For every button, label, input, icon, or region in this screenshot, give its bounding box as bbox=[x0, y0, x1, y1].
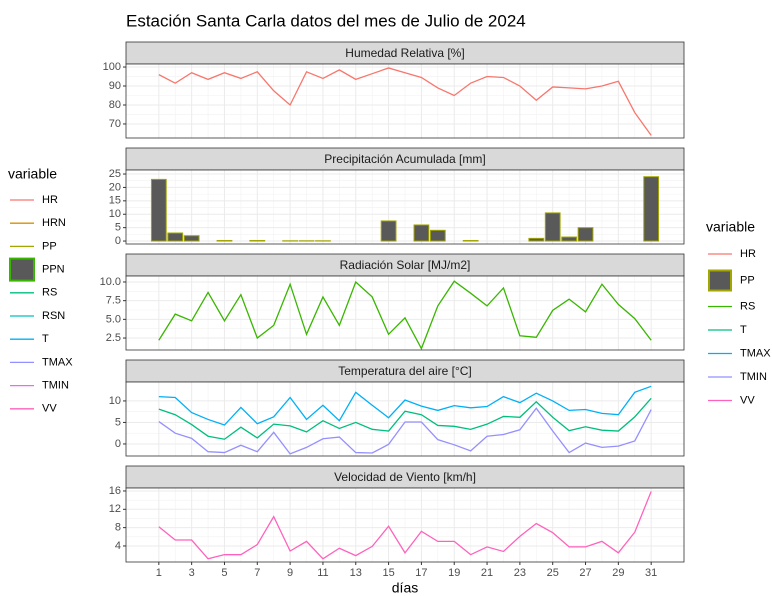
bar bbox=[577, 227, 594, 242]
x-tick-label: 1 bbox=[156, 567, 162, 579]
bar bbox=[150, 178, 167, 242]
panel-border bbox=[125, 169, 685, 245]
line bbox=[158, 67, 652, 136]
legend-label: TMIN bbox=[740, 371, 767, 383]
strip-title: Humedad Relativa [%] bbox=[345, 46, 464, 60]
legend-label: PPN bbox=[42, 264, 65, 276]
legend-label: TMAX bbox=[42, 356, 73, 368]
bar bbox=[429, 229, 446, 242]
bar bbox=[413, 224, 430, 242]
y-tick-label: 5.0 bbox=[106, 313, 121, 325]
legend-label: PP bbox=[42, 240, 57, 252]
panel-border bbox=[125, 275, 685, 351]
legend-label: VV bbox=[740, 394, 755, 406]
strip-title: Velocidad de Viento [km/h] bbox=[334, 470, 476, 484]
y-tick-label: 10 bbox=[109, 395, 121, 407]
bar bbox=[216, 240, 233, 242]
y-tick-label: 0 bbox=[115, 235, 121, 247]
legend-label: TMIN bbox=[42, 380, 69, 392]
legend-label: VV bbox=[42, 403, 57, 415]
legend-label: PP bbox=[740, 274, 755, 286]
y-tick-label: 10 bbox=[109, 208, 121, 220]
x-tick-label: 25 bbox=[547, 567, 559, 579]
strip-title: Precipitación Acumulada [mm] bbox=[324, 152, 485, 166]
y-tick-label: 70 bbox=[109, 118, 121, 130]
x-tick-label: 5 bbox=[221, 567, 227, 579]
y-tick-label: 5 bbox=[115, 222, 121, 234]
x-tick-label: 11 bbox=[317, 567, 328, 579]
y-tick-label: 15 bbox=[109, 195, 121, 207]
chart-title: Estación Santa Carla datos del mes de Ju… bbox=[126, 11, 526, 30]
y-tick-label: 20 bbox=[109, 181, 121, 193]
bar bbox=[528, 237, 545, 242]
legend-label: TMAX bbox=[740, 347, 771, 359]
panel-border bbox=[125, 487, 685, 563]
legend-label: RS bbox=[42, 287, 57, 299]
x-axis-label: días bbox=[392, 580, 418, 596]
x-tick-label: 21 bbox=[481, 567, 493, 579]
line bbox=[158, 407, 652, 455]
bar bbox=[643, 176, 660, 242]
y-tick-label: 8 bbox=[115, 522, 121, 534]
x-tick-label: 19 bbox=[448, 567, 460, 579]
y-tick-label: 2.5 bbox=[106, 332, 121, 344]
y-tick-label: 0 bbox=[115, 438, 121, 450]
y-tick-label: 90 bbox=[109, 80, 121, 92]
y-tick-label: 100 bbox=[103, 61, 121, 73]
strip-title: Radiación Solar [MJ/m2] bbox=[340, 258, 471, 272]
legend-label: T bbox=[42, 333, 49, 345]
y-tick-label: 80 bbox=[109, 99, 121, 111]
line bbox=[158, 491, 652, 560]
x-tick-label: 17 bbox=[415, 567, 427, 579]
x-tick-label: 27 bbox=[579, 567, 591, 579]
legend-label: RSN bbox=[42, 310, 65, 322]
x-tick-label: 9 bbox=[287, 567, 293, 579]
legend-label: RS bbox=[740, 300, 755, 312]
x-tick-label: 7 bbox=[254, 567, 260, 579]
y-tick-label: 25 bbox=[109, 168, 121, 180]
legend-key bbox=[9, 257, 35, 282]
x-tick-label: 23 bbox=[514, 567, 526, 579]
x-tick-label: 31 bbox=[645, 567, 657, 579]
legend-label: HR bbox=[42, 194, 58, 206]
legend-title: variable bbox=[706, 219, 755, 235]
bar bbox=[380, 220, 397, 242]
line bbox=[158, 397, 652, 440]
y-tick-label: 10.0 bbox=[100, 276, 121, 288]
panel-border bbox=[125, 381, 685, 457]
y-tick-label: 5 bbox=[115, 416, 121, 428]
x-tick-label: 13 bbox=[350, 567, 362, 579]
legend-title: variable bbox=[8, 166, 57, 182]
legend-label: HRN bbox=[42, 217, 66, 229]
line bbox=[158, 385, 652, 426]
legend-label: T bbox=[740, 324, 747, 336]
y-tick-label: 7.5 bbox=[106, 295, 121, 307]
x-tick-label: 15 bbox=[382, 567, 394, 579]
y-tick-label: 12 bbox=[109, 503, 121, 515]
bar bbox=[183, 235, 200, 242]
bar bbox=[561, 236, 578, 242]
line bbox=[158, 280, 652, 351]
bar bbox=[462, 240, 479, 242]
bar bbox=[544, 212, 561, 242]
legend-label: HR bbox=[740, 248, 756, 260]
y-tick-label: 16 bbox=[109, 485, 121, 497]
strip-title: Temperatura del aire [°C] bbox=[338, 364, 472, 378]
panel-border bbox=[125, 63, 685, 139]
bar bbox=[249, 240, 266, 242]
y-tick-label: 4 bbox=[115, 540, 121, 552]
bar bbox=[167, 232, 184, 242]
x-tick-label: 29 bbox=[612, 567, 624, 579]
legend-key bbox=[708, 269, 732, 292]
x-tick-label: 3 bbox=[189, 567, 195, 579]
